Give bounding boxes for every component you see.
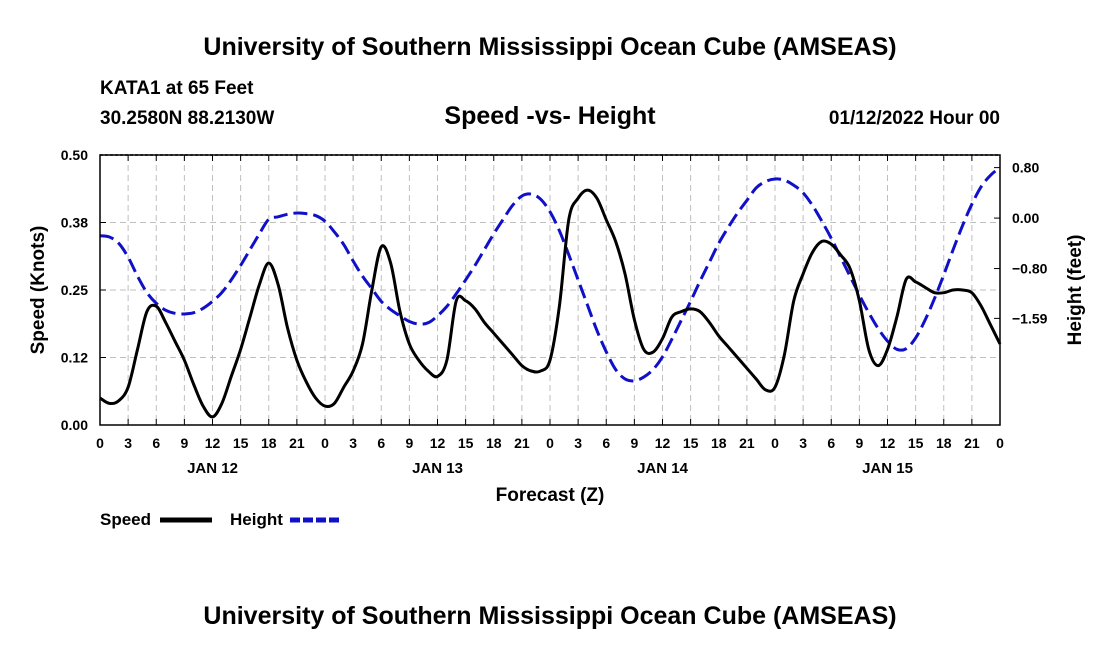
y-tick-label: 0.00 xyxy=(61,417,88,433)
axes: 0 3 6 9 12 15 18 21 0 3 6 9 12 15 18 21 0 3 6 9 12 15 18 21 0 3 6 9… xyxy=(61,147,1048,477)
x-day-label: JAN 12 xyxy=(187,460,238,477)
grid-lines xyxy=(100,155,1000,425)
x-tick-label: 9 xyxy=(405,435,413,451)
height-series-line xyxy=(99,166,1001,383)
x-tick-label: 12 xyxy=(655,435,671,451)
x-tick-label: 18 xyxy=(261,435,277,451)
y-tick-label: 0.25 xyxy=(61,282,88,298)
x-tick-label: 15 xyxy=(908,435,924,451)
x-tick-label: 6 xyxy=(377,435,385,451)
chart-title: Speed -vs- Height xyxy=(444,102,656,130)
legend-height-label: Height xyxy=(230,510,283,529)
y2-tick-label: 0.00 xyxy=(1012,210,1039,226)
y-axis-title: Speed (Knots) xyxy=(28,226,49,355)
y2-axis-title: Height (feet) xyxy=(1065,235,1086,346)
x-tick-label: 9 xyxy=(855,435,863,451)
speed-series-line xyxy=(99,188,1002,419)
y-tick-label: 0.50 xyxy=(61,147,88,163)
x-tick-label: 0 xyxy=(771,435,779,451)
x-tick-label: 15 xyxy=(233,435,249,451)
x-day-label: JAN 13 xyxy=(412,460,463,477)
x-tick-label: 18 xyxy=(711,435,727,451)
page-title: University of Southern Mississippi Ocean… xyxy=(203,33,896,61)
station-label: KATA1 at 65 Feet xyxy=(100,78,254,99)
x-tick-label: 3 xyxy=(124,435,132,451)
x-tick-label: 0 xyxy=(321,435,329,451)
x-tick-label: 15 xyxy=(683,435,699,451)
series-lines xyxy=(99,166,1002,419)
x-tick-label: 15 xyxy=(458,435,474,451)
x-day-label: JAN 14 xyxy=(637,460,689,477)
x-tick-label: 21 xyxy=(739,435,755,451)
x-axis-title: Forecast (Z) xyxy=(496,485,605,506)
x-tick-label: 0 xyxy=(546,435,554,451)
x-tick-label: 9 xyxy=(630,435,638,451)
x-tick-label: 12 xyxy=(430,435,446,451)
coordinates-label: 30.2580N 88.2130W xyxy=(100,108,274,129)
forecast-date: 01/12/2022 Hour 00 xyxy=(829,108,1000,129)
y2-tick-label: 0.80 xyxy=(1012,160,1039,176)
x-tick-label: 21 xyxy=(514,435,530,451)
x-tick-label: 12 xyxy=(880,435,896,451)
x-tick-label: 6 xyxy=(602,435,610,451)
x-tick-label: 18 xyxy=(936,435,952,451)
x-day-label: JAN 15 xyxy=(862,460,913,477)
x-tick-label: 3 xyxy=(799,435,807,451)
x-tick-label: 21 xyxy=(289,435,305,451)
x-tick-label: 18 xyxy=(486,435,502,451)
y2-tick-label: −1.59 xyxy=(1012,310,1048,326)
y-tick-label: 0.38 xyxy=(61,215,88,231)
x-tick-label: 3 xyxy=(349,435,357,451)
x-tick-label: 9 xyxy=(180,435,188,451)
x-tick-label: 6 xyxy=(152,435,160,451)
legend-speed-label: Speed xyxy=(100,510,151,529)
x-tick-label: 0 xyxy=(996,435,1004,451)
x-tick-label: 3 xyxy=(574,435,582,451)
y2-tick-label: −0.80 xyxy=(1012,261,1048,277)
x-tick-label: 12 xyxy=(205,435,221,451)
legend: Speed Height xyxy=(100,510,342,529)
x-tick-label: 0 xyxy=(96,435,104,451)
x-tick-label: 6 xyxy=(827,435,835,451)
x-tick-label: 21 xyxy=(964,435,980,451)
footer-title: University of Southern Mississippi Ocean… xyxy=(203,602,896,630)
y-tick-label: 0.12 xyxy=(61,350,88,366)
